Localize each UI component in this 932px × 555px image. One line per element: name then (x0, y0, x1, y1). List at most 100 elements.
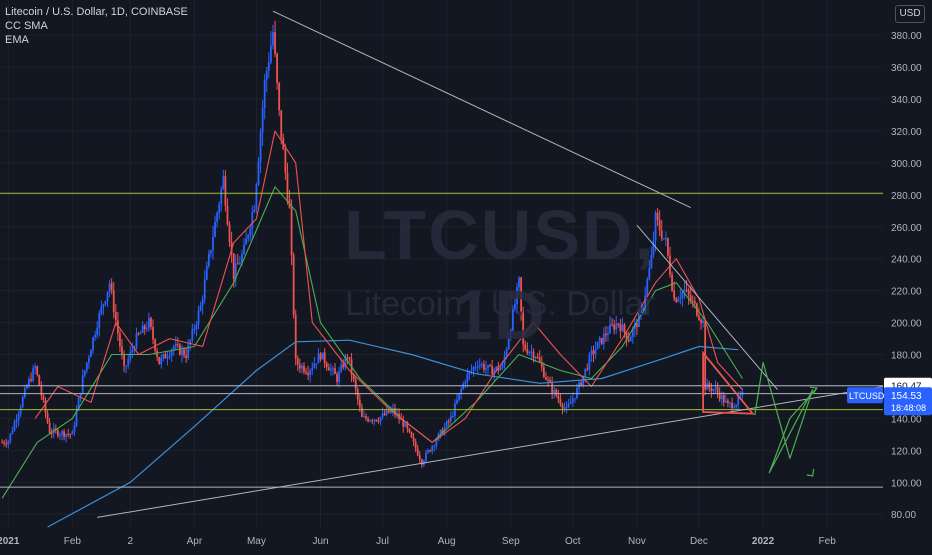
candle-body (214, 221, 216, 237)
candle-body (338, 371, 341, 382)
candle-body (511, 309, 514, 331)
candle-body (731, 402, 733, 409)
candle-body (588, 355, 591, 370)
candle-body (559, 399, 562, 405)
candle-body (17, 413, 20, 421)
candle-body (470, 370, 473, 372)
candle-body (675, 298, 678, 302)
candle-body (325, 363, 328, 368)
candle-body (238, 262, 241, 265)
candle-body (534, 357, 537, 359)
candle-body (139, 332, 142, 335)
candle-body (358, 399, 361, 408)
candle-body (83, 370, 86, 376)
candle-body (195, 324, 198, 329)
candle-body (402, 419, 405, 427)
candle-body (125, 365, 128, 367)
candle-body (549, 379, 551, 384)
y-tick-label: 200.00 (891, 319, 922, 330)
candle-body (77, 398, 80, 411)
candle-body (145, 328, 148, 330)
candle-body (23, 388, 26, 398)
candle-body (121, 346, 123, 356)
candle-body (218, 204, 221, 213)
candle-body (143, 325, 146, 330)
candle-body (636, 323, 638, 328)
candle-body (212, 236, 214, 251)
candle-body (92, 337, 94, 351)
candle-body (667, 238, 669, 256)
candle-body (520, 277, 523, 313)
candle-body (621, 324, 624, 332)
current-symbol-label: LTCUSD (849, 391, 885, 401)
legend-indicator-sma[interactable]: CC SMA (5, 20, 48, 32)
candle-body (551, 383, 554, 393)
candle-body (114, 312, 117, 321)
candle-body (598, 337, 601, 342)
candle-body (152, 326, 154, 340)
candle-body (658, 219, 661, 231)
candle-body (189, 339, 192, 345)
candle-body (94, 334, 97, 338)
candle-body (573, 398, 576, 400)
candle-body (377, 420, 380, 422)
candle-body (555, 389, 558, 396)
candle-body (613, 324, 616, 330)
candle-body (315, 363, 318, 365)
candle-body (466, 373, 469, 382)
candle-body (563, 407, 566, 409)
candle-body (75, 410, 78, 426)
currency-button[interactable]: USD (895, 5, 925, 23)
candle-body (284, 149, 287, 173)
trendline (272, 10, 691, 209)
candle-body (176, 343, 179, 345)
candle-body (261, 107, 264, 133)
candle-body (329, 368, 332, 371)
candle-body (702, 320, 704, 324)
candle-body (387, 410, 390, 413)
candle-body (205, 265, 208, 280)
candle-body (15, 420, 18, 423)
candle-body (718, 392, 721, 400)
candle-body (689, 295, 692, 301)
candle-body (571, 398, 574, 403)
legend-title: Litecoin / U.S. Dollar, 1D, COINBASE (5, 6, 188, 18)
candle-body (348, 357, 351, 360)
trendline (97, 385, 884, 518)
candle-body (298, 364, 301, 369)
x-tick-label: Apr (187, 536, 203, 547)
candle-body (654, 212, 657, 241)
candle-body (108, 283, 111, 292)
candle-body (456, 399, 458, 404)
legend-indicator-ema[interactable]: EMA (5, 34, 29, 46)
candle-body (389, 410, 392, 413)
candle-body (505, 348, 508, 357)
candle-body (414, 441, 417, 449)
candle-body (168, 355, 171, 358)
candle-body (712, 389, 715, 392)
candle-body (61, 431, 63, 435)
candle-body (652, 240, 655, 256)
candle-body (280, 110, 283, 138)
candle-body (722, 395, 725, 403)
candle-body (627, 339, 630, 342)
candle-body (232, 253, 235, 279)
candle-body (131, 349, 134, 353)
candle-body (547, 379, 549, 381)
candle-body (545, 377, 547, 380)
candle-body (112, 290, 115, 313)
candle-body (48, 422, 51, 434)
y-tick-label: 340.00 (891, 95, 922, 106)
y-tick-label: 260.00 (891, 223, 922, 234)
candle-body (3, 442, 6, 444)
current-symbol-tag (847, 387, 883, 404)
candle-body (671, 274, 673, 291)
candle-body (174, 343, 177, 347)
candle-body (700, 319, 702, 324)
candle-body (447, 421, 450, 423)
candle-body (360, 407, 363, 417)
candle-body (714, 387, 717, 390)
candle-body (420, 459, 423, 465)
